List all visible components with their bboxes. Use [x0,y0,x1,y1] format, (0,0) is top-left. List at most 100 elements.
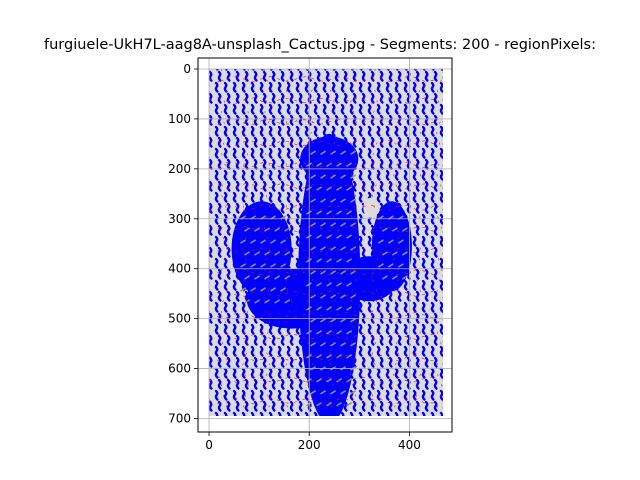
shade-mark [326,306,332,311]
cactus-shading [240,150,408,407]
x-tick-label: 200 [298,438,321,452]
stroke-mark [268,169,273,181]
shade-mark [336,234,342,239]
shade-mark [326,402,332,407]
stroke-mark [403,81,408,93]
stroke-mark [262,180,267,192]
stroke-mark [209,224,213,236]
shade-mark [260,287,266,292]
stroke-mark [235,180,240,192]
stroke-mark [403,389,408,401]
stroke-mark [209,281,210,291]
shade-mark [316,306,322,311]
stroke-mark [397,312,402,324]
stroke-mark [361,312,366,324]
stroke-mark [244,92,249,104]
stroke-mark [298,202,303,214]
stroke-mark [361,70,366,82]
stroke-mark [394,411,399,417]
stroke-mark [361,114,366,126]
shade-mark [326,330,332,335]
stroke-mark [367,367,372,379]
shade-mark [326,210,332,215]
stroke-mark [295,169,300,181]
stroke-mark [406,400,411,412]
shade-mark [388,239,394,244]
shade-mark [350,174,356,179]
stroke-mark [340,81,345,93]
stroke-mark [286,125,291,137]
stroke-mark [223,103,228,115]
stroke-mark [271,158,276,170]
shade-mark [284,275,290,280]
stroke-mark [394,169,399,181]
stroke-mark [367,411,372,417]
stroke-mark [388,400,393,412]
shade-mark [250,239,256,244]
stroke-mark [235,202,240,214]
stroke-mark [433,334,438,346]
stroke-mark [433,356,438,368]
stroke-mark [439,191,443,203]
stroke-mark [433,290,438,302]
stroke-mark [376,389,381,401]
stroke-mark [214,213,219,225]
stroke-mark [433,224,438,236]
stroke-mark [268,81,273,93]
stroke-mark [209,193,210,203]
stroke-mark [241,367,246,379]
stroke-mark [412,257,417,269]
y-tick-label: 700 [168,412,191,426]
stroke-mark [430,345,435,357]
stroke-mark [262,92,267,104]
axes-frame [197,57,453,433]
stroke-mark [430,389,435,401]
stroke-mark [334,114,339,126]
stroke-mark [235,114,240,126]
stroke-mark [235,334,240,346]
stroke-mark [439,81,443,93]
stroke-mark [394,323,399,335]
stroke-mark [343,92,348,104]
stroke-mark [289,400,294,412]
stroke-mark [397,290,402,302]
stroke-mark [271,378,276,390]
stroke-mark [209,180,213,192]
stroke-mark [412,345,417,357]
stroke-mark [298,114,303,126]
shade-mark [316,234,322,239]
stroke-mark [271,400,276,412]
stroke-mark [235,356,240,368]
segment-boundary [209,268,435,276]
stroke-mark [217,158,222,170]
stroke-mark [340,103,345,115]
stroke-mark [397,378,402,390]
stroke-mark [406,312,411,324]
stroke-mark [298,136,303,148]
stroke-mark [289,114,294,126]
stroke-mark [403,169,408,181]
shade-mark [240,215,246,220]
stroke-mark [397,92,402,104]
stroke-mark [214,191,219,203]
shade-mark [316,282,322,287]
shade-mark [264,251,270,256]
stroke-mark [439,147,443,159]
stroke-mark [232,411,237,417]
stroke-mark [209,391,210,401]
stroke-mark [253,378,258,390]
stroke-mark [370,136,375,148]
stroke-mark [226,246,231,258]
stroke-mark [286,81,291,93]
stroke-mark [430,125,435,137]
stroke-mark [412,323,417,335]
shade-mark [254,299,260,304]
shade-mark [378,263,384,268]
shade-mark [254,251,260,256]
stroke-mark [388,290,393,302]
stroke-mark [214,323,219,335]
stroke-mark [209,369,210,379]
stroke-mark [271,70,276,82]
stroke-mark [235,312,240,324]
stroke-mark [253,356,258,368]
